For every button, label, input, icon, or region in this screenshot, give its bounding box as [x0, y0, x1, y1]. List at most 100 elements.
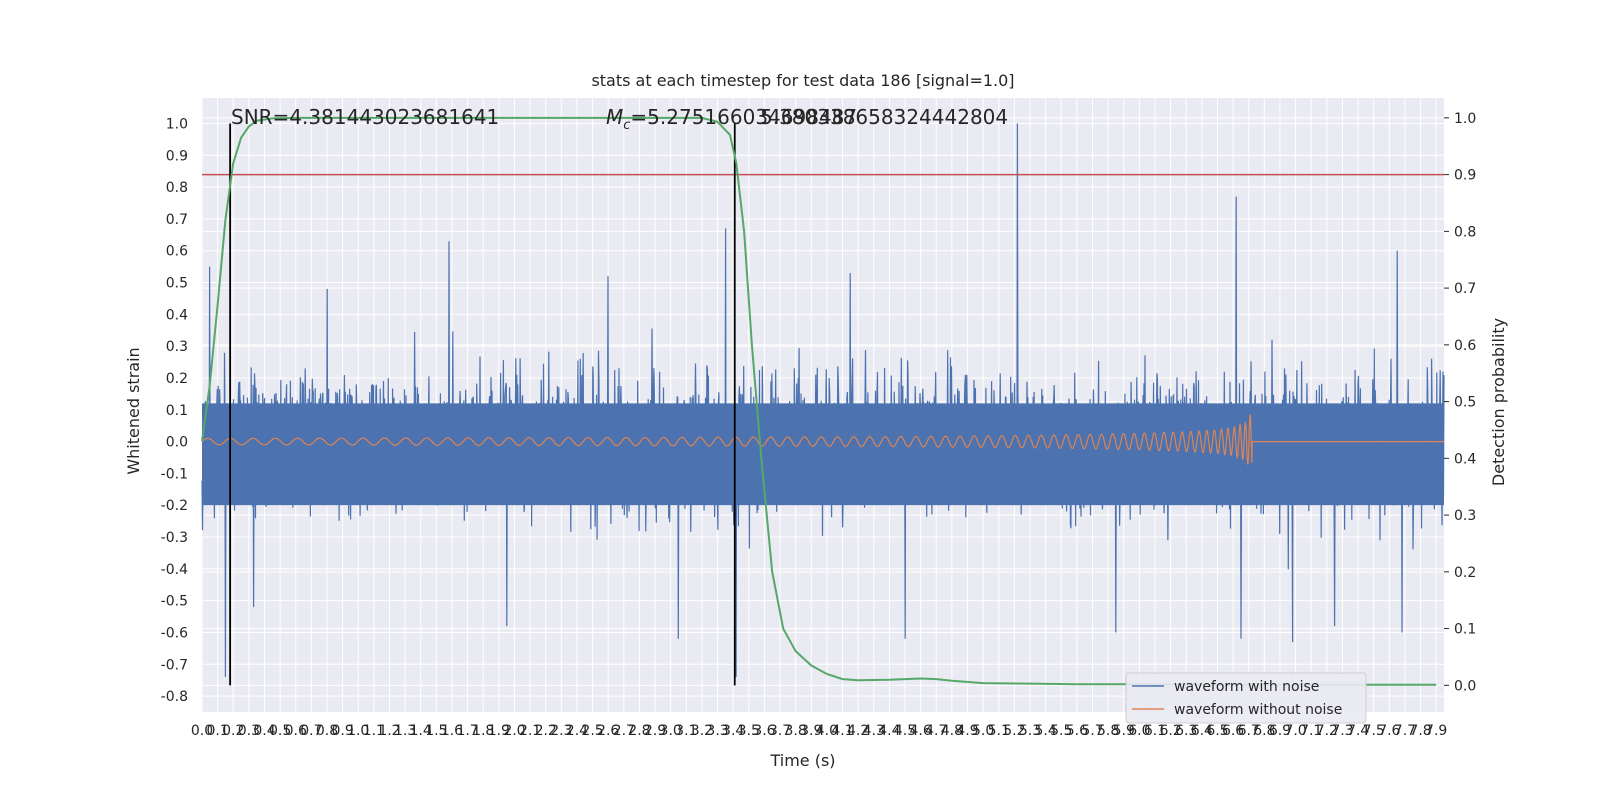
- chirp-mass-value: =5.275166034698487: [630, 105, 857, 129]
- legend-label-noisy: waveform with noise: [1174, 679, 1319, 695]
- x-tick-label: 0.0: [191, 723, 213, 739]
- clean-waveform-series: [201, 414, 1444, 465]
- y-tick-label: 0.5: [166, 276, 188, 292]
- x-tick-label: 7.9: [1425, 723, 1447, 739]
- y-tick-label: -0.2: [161, 498, 188, 514]
- overlay-lines: [202, 123, 1444, 686]
- y2-axis-label: Detection probability: [1489, 318, 1508, 486]
- y2-tick-label: 0.7: [1454, 281, 1476, 297]
- x-tick-label: 0.8: [316, 723, 338, 739]
- x-tick-label: 2.0: [503, 723, 525, 739]
- x-tick-label: 6.4: [1191, 723, 1213, 739]
- legend-box: [1125, 672, 1367, 724]
- x-tick-label: 5.9: [1113, 723, 1135, 739]
- x-tick-label: 2.1: [519, 723, 541, 739]
- x-tick-label: 6.0: [1128, 723, 1150, 739]
- y-tick-label: 0.4: [166, 307, 188, 323]
- x-tick-label: 5.6: [1066, 723, 1088, 739]
- x-tick-label: 4.0: [816, 723, 838, 739]
- x-tick-label: 7.7: [1394, 723, 1416, 739]
- x-tick-label: 6.3: [1175, 723, 1197, 739]
- x-tick-label: 3.9: [800, 723, 822, 739]
- x-tick-label: 5.7: [1081, 723, 1103, 739]
- x-tick-label: 1.5: [425, 723, 447, 739]
- x-tick-label: 5.8: [1097, 723, 1119, 739]
- x-tick-label: 3.5: [738, 723, 760, 739]
- x-tick-label: 5.1: [988, 723, 1010, 739]
- x-tick-label: 6.6: [1222, 723, 1244, 739]
- x-tick-label: 5.4: [1034, 723, 1056, 739]
- x-tick-label: 5.2: [1003, 723, 1025, 739]
- x-tick-label: 2.9: [644, 723, 666, 739]
- x-tick-label: 2.3: [550, 723, 572, 739]
- x-tick-label: 4.5: [894, 723, 916, 739]
- detection-probability-series: [201, 116, 1437, 686]
- y-tick-label: 0.3: [166, 339, 188, 355]
- x-tick-label: 5.5: [1050, 723, 1072, 739]
- y2-tick-label: 0.2: [1454, 565, 1476, 581]
- x-tick-label: 0.4: [253, 723, 275, 739]
- x-tick-label: 6.9: [1269, 723, 1291, 739]
- y2-tick-label: 0.4: [1454, 451, 1476, 467]
- x-tick-label: 7.1: [1300, 723, 1322, 739]
- x-tick-label: 7.3: [1331, 723, 1353, 739]
- y-tick-label: 0.1: [166, 403, 188, 419]
- x-tick-label: 6.2: [1159, 723, 1181, 739]
- y-tick-label: 0.7: [166, 212, 188, 228]
- y-tick-label: -0.4: [161, 562, 188, 578]
- y-tick-label: 0.6: [166, 244, 188, 260]
- y2-tick-label: 0.3: [1454, 508, 1476, 524]
- x-tick-label: 3.7: [769, 723, 791, 739]
- x-tick-label: 1.1: [363, 723, 385, 739]
- x-tick-label: 3.6: [753, 723, 775, 739]
- x-tick-label: 7.6: [1378, 723, 1400, 739]
- x-tick-label: 0.3: [238, 723, 260, 739]
- y-tick-label: 0.9: [166, 148, 188, 164]
- y-axis-ticks: 1.0 0.9 0.8 0.7 0.6 0.5 0.4 0.3 0.2 0.1 0.0 -0.1 -0.…: [161, 116, 188, 705]
- y2-axis-ticks: 1.0 0.9 0.8 0.7 0.6 0.5 0.4 0.3 0.2 0.1 0.0: [1444, 111, 1476, 694]
- x-tick-label: 1.7: [456, 723, 478, 739]
- x-tick-label: 5.0: [972, 723, 994, 739]
- x-tick-label: 3.2: [691, 723, 713, 739]
- x-tick-label: 2.4: [566, 723, 588, 739]
- y-tick-label: -0.7: [161, 657, 188, 673]
- x-tick-label: 5.3: [1019, 723, 1041, 739]
- x-tick-label: 0.2: [222, 723, 244, 739]
- clean-waveform-line: [201, 414, 1444, 465]
- y2-tick-label: 0.1: [1454, 622, 1476, 638]
- x-tick-label: 4.3: [863, 723, 885, 739]
- x-tick-label: 1.4: [410, 723, 432, 739]
- x-tick-label: 3.8: [785, 723, 807, 739]
- x-tick-label: 2.5: [581, 723, 603, 739]
- x-tick-label: 0.6: [285, 723, 307, 739]
- x-tick-label: 2.2: [535, 723, 557, 739]
- x-tick-label: 1.3: [394, 723, 416, 739]
- x-tick-label: 1.6: [441, 723, 463, 739]
- x-tick-label: 0.9: [331, 723, 353, 739]
- x-tick-label: 0.1: [206, 723, 228, 739]
- detection-probability-line: [201, 116, 1437, 686]
- x-tick-label: 6.5: [1206, 723, 1228, 739]
- noisy-waveform-line: [201, 123, 1445, 678]
- x-axis-label: Time (s): [769, 751, 835, 770]
- x-tick-label: 7.4: [1347, 723, 1369, 739]
- y2-tick-label: 0.6: [1454, 338, 1476, 354]
- y2-tick-label: 0.9: [1454, 168, 1476, 184]
- x-tick-label: 7.0: [1284, 723, 1306, 739]
- y-tick-label: -0.3: [161, 530, 188, 546]
- x-tick-label: 7.2: [1316, 723, 1338, 739]
- y-tick-label: -0.1: [161, 466, 188, 482]
- x-tick-label: 4.6: [910, 723, 932, 739]
- x-tick-label: 4.1: [831, 723, 853, 739]
- y-tick-label: -0.6: [161, 625, 188, 641]
- x-tick-label: 3.0: [660, 723, 682, 739]
- y-tick-label: 0.2: [166, 371, 188, 387]
- y2-tick-label: 0.5: [1454, 395, 1476, 411]
- x-tick-label: 4.8: [941, 723, 963, 739]
- y-axis-label: Whitened strain: [124, 347, 143, 474]
- y2-tick-label: 1.0: [1454, 111, 1476, 127]
- x-tick-label: 3.4: [722, 723, 744, 739]
- x-tick-label: 1.0: [347, 723, 369, 739]
- y-tick-label: -0.5: [161, 594, 188, 610]
